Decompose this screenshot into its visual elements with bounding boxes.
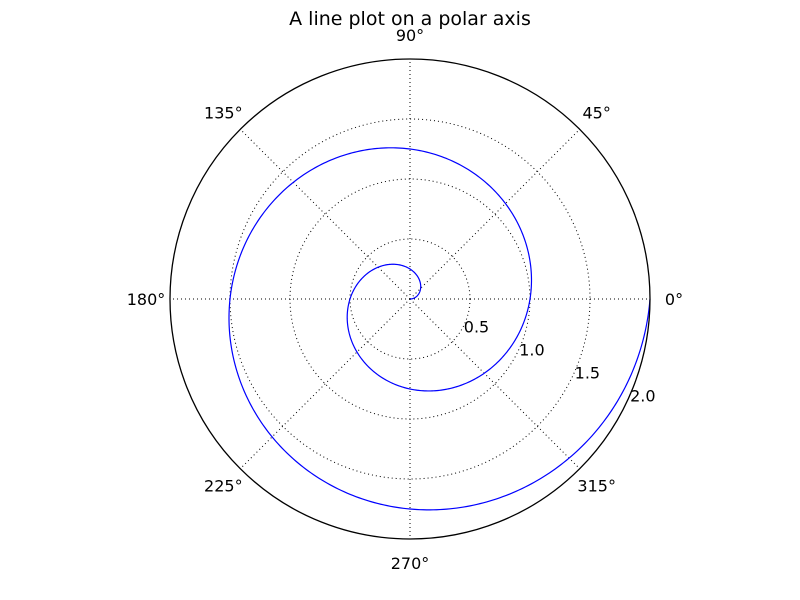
theta-tick-label-270: 270° xyxy=(391,554,430,573)
theta-tick-label-180: 180° xyxy=(127,290,166,309)
chart-title: A line plot on a polar axis xyxy=(289,8,531,30)
theta-tick-label-45: 45° xyxy=(583,103,611,122)
series-layer xyxy=(228,147,651,511)
theta-tick-label-90: 90° xyxy=(396,26,424,45)
r-gridline-1-5 xyxy=(229,118,591,480)
theta-tick-label-315: 315° xyxy=(577,477,616,496)
theta-gridline-315 xyxy=(409,298,581,470)
theta-gridline-45 xyxy=(409,128,581,300)
theta-tick-label-135: 135° xyxy=(204,103,243,122)
series-line-0 xyxy=(228,147,651,511)
polar-outer-circle xyxy=(169,58,651,540)
theta-tick-label-0: 0° xyxy=(665,290,683,309)
theta-gridline-225 xyxy=(239,298,411,470)
r-tick-label-2: 2.0 xyxy=(630,386,655,405)
tick-labels: 0° 45° 90° 135° 180° 225° 270° 315° 0.5 1.0 1.5 2.0 xyxy=(127,26,683,573)
r-tick-label-1-5: 1.5 xyxy=(575,363,600,382)
theta-tick-label-225: 225° xyxy=(204,477,243,496)
r-tick-label-0-5: 0.5 xyxy=(464,318,489,337)
r-tick-label-1: 1.0 xyxy=(519,341,544,360)
polar-frame xyxy=(169,58,651,540)
theta-gridline-135 xyxy=(239,128,411,300)
